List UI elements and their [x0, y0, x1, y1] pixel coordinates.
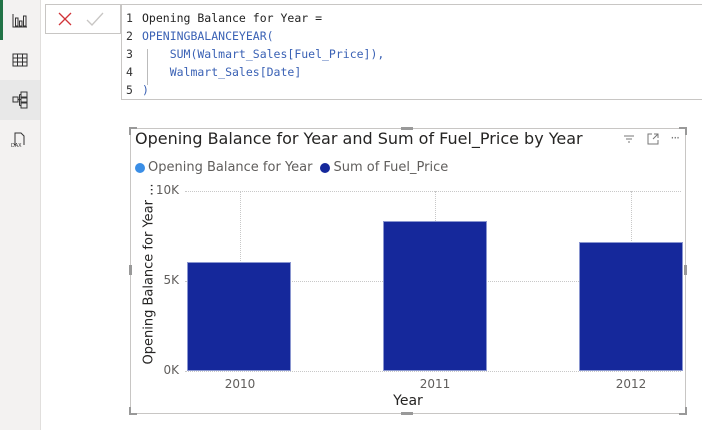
- resize-handle[interactable]: [684, 265, 687, 275]
- x-axis-title: Year: [393, 393, 423, 409]
- more-options-icon[interactable]: ···: [670, 131, 681, 145]
- clustered-column-chart-visual[interactable]: Opening Balance for Year and Sum of Fuel…: [129, 127, 687, 415]
- y-tick: 5K: [163, 273, 179, 287]
- bar-2010[interactable]: [187, 262, 291, 371]
- commit-formula-button[interactable]: [86, 12, 104, 26]
- indent-guide: [147, 49, 148, 85]
- filter-icon[interactable]: [623, 133, 635, 145]
- code-line-2: OPENINGBALANCEYEAR(: [142, 29, 274, 43]
- code-line-5: ): [142, 83, 149, 97]
- legend-marker-icon: [320, 162, 331, 173]
- dax-query-view-button[interactable]: DAX: [0, 120, 40, 160]
- resize-handle[interactable]: [129, 407, 137, 415]
- legend-marker-icon: [135, 162, 145, 173]
- view-sidebar: DAX: [0, 0, 41, 430]
- bar-2011[interactable]: [383, 221, 487, 371]
- checkmark-icon: [86, 12, 104, 26]
- dax-file-icon: DAX: [11, 132, 25, 149]
- y-tick: 0K: [163, 363, 179, 377]
- gridline: [185, 191, 681, 192]
- resize-handle[interactable]: [401, 412, 413, 415]
- x-tick: 2012: [615, 377, 647, 391]
- code-line-4: Walmart_Sales[Date]: [142, 65, 302, 79]
- code-line-1: Opening Balance for Year =: [142, 11, 323, 25]
- table-view-button[interactable]: [0, 40, 40, 80]
- bar-2012[interactable]: [579, 241, 683, 371]
- line-number: 5: [126, 83, 133, 97]
- visual-title: Opening Balance for Year and Sum of Fuel…: [135, 129, 583, 148]
- cancel-formula-button[interactable]: [58, 12, 72, 26]
- plot-area: [185, 191, 683, 372]
- code-line-3: SUM(Walmart_Sales[Fuel_Price]),: [142, 47, 385, 61]
- x-tick: 2010: [224, 377, 256, 391]
- resize-handle[interactable]: [401, 127, 413, 130]
- formula-commit-controls: [45, 4, 121, 34]
- visual-header-icons: ···: [623, 131, 681, 145]
- y-tick: 10K: [155, 183, 179, 197]
- legend-label: Opening Balance for Year: [148, 160, 313, 175]
- legend-item[interactable]: Opening Balance for Year: [135, 160, 312, 175]
- model-diagram-icon: [12, 91, 28, 109]
- x-tick: 2011: [419, 377, 451, 391]
- focus-mode-icon[interactable]: [647, 133, 659, 145]
- table-grid-icon: [12, 53, 28, 67]
- dax-formula-editor[interactable]: 1 Opening Balance for Year = 2 OPENINGBALA…: [121, 4, 702, 100]
- chart-legend: Opening Balance for Year Sum of Fuel_Pri…: [135, 160, 448, 175]
- resize-handle[interactable]: [129, 127, 137, 135]
- line-number: 1: [126, 11, 133, 25]
- x-icon: [58, 12, 72, 26]
- line-number: 2: [126, 29, 133, 43]
- resize-handle[interactable]: [129, 265, 132, 275]
- resize-handle[interactable]: [679, 407, 687, 415]
- legend-label: Sum of Fuel_Price: [333, 160, 449, 175]
- bar-chart-icon: [12, 14, 27, 28]
- line-number: 4: [126, 65, 133, 79]
- line-number: 3: [126, 47, 133, 61]
- resize-handle[interactable]: [679, 127, 687, 135]
- legend-item[interactable]: Sum of Fuel_Price: [320, 160, 448, 175]
- svg-text:DAX: DAX: [11, 143, 22, 149]
- gridline: [185, 371, 681, 372]
- report-view-button[interactable]: [0, 0, 40, 40]
- model-view-button[interactable]: [0, 80, 40, 120]
